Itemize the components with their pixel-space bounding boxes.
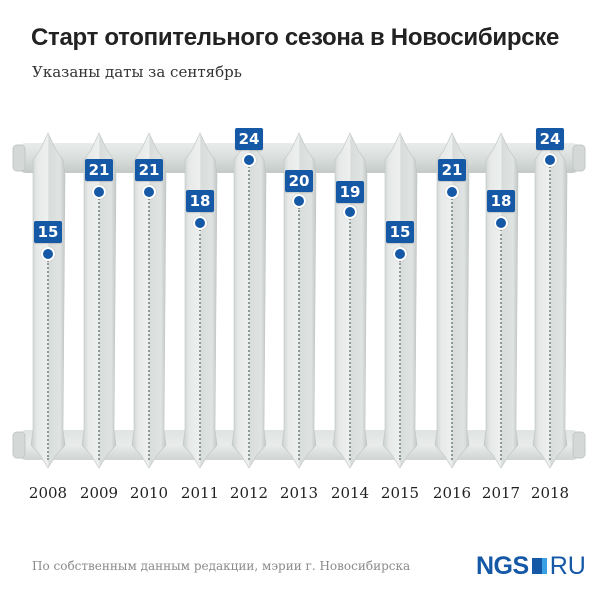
value-line: [349, 218, 351, 460]
value-line: [47, 260, 49, 460]
value-line: [199, 229, 201, 460]
year-label: 2013: [279, 484, 319, 502]
value-badge: 19: [336, 181, 364, 203]
radiator-illustration: [12, 132, 586, 469]
value-dot: [242, 153, 256, 167]
value-dot: [343, 205, 357, 219]
value-line: [148, 198, 150, 460]
value-badge: 24: [536, 128, 564, 150]
logo-square-icon: [531, 558, 547, 574]
value-dot: [41, 247, 55, 261]
value-dot: [393, 247, 407, 261]
value-badge: 18: [487, 190, 515, 212]
ngs-logo: NGS RU: [476, 551, 586, 580]
value-dot: [193, 216, 207, 230]
source-note: По собственным данным редакции, мэрии г.…: [32, 559, 411, 573]
value-dot: [445, 185, 459, 199]
value-line: [248, 166, 250, 460]
value-badge: 15: [386, 221, 414, 243]
value-line: [98, 198, 100, 460]
year-label: 2017: [481, 484, 521, 502]
value-dot: [543, 153, 557, 167]
value-line: [298, 207, 300, 460]
value-line: [451, 198, 453, 460]
logo-text-suffix: RU: [549, 551, 586, 580]
value-badge: 15: [34, 221, 62, 243]
value-line: [500, 229, 502, 460]
value-badge: 21: [135, 159, 163, 181]
year-label: 2009: [79, 484, 119, 502]
value-badge: 24: [235, 128, 263, 150]
value-dot: [142, 185, 156, 199]
year-label: 2008: [28, 484, 68, 502]
value-badge: 18: [186, 190, 214, 212]
year-label: 2016: [432, 484, 472, 502]
value-dot: [92, 185, 106, 199]
year-label: 2015: [380, 484, 420, 502]
logo-text-main: NGS: [476, 551, 529, 580]
chart-subtitle: Указаны даты за сентябрь: [32, 63, 242, 81]
value-badge: 21: [438, 159, 466, 181]
year-label: 2011: [180, 484, 220, 502]
value-line: [399, 260, 401, 460]
value-badge: 20: [285, 170, 313, 192]
year-label: 2010: [129, 484, 169, 502]
value-dot: [494, 216, 508, 230]
value-dot: [292, 194, 306, 208]
year-label: 2012: [229, 484, 269, 502]
value-badge: 21: [85, 159, 113, 181]
year-label: 2018: [530, 484, 570, 502]
chart-title: Старт отопительного сезона в Новосибирск…: [31, 24, 560, 51]
year-label: 2014: [330, 484, 370, 502]
value-line: [549, 166, 551, 460]
